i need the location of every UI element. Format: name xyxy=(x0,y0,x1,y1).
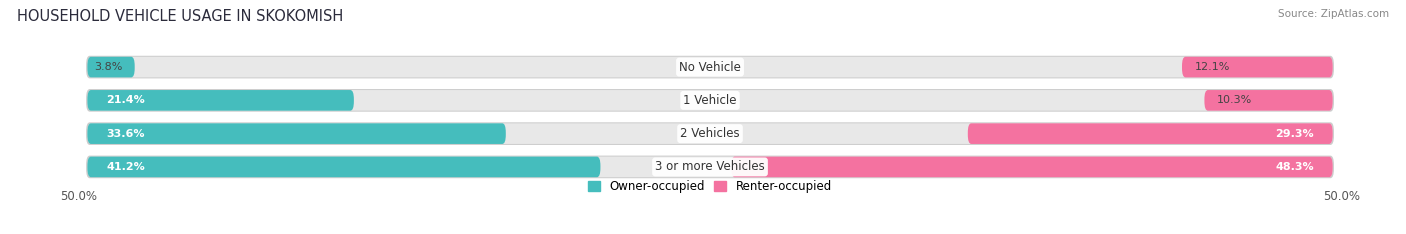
FancyBboxPatch shape xyxy=(967,123,1333,144)
FancyBboxPatch shape xyxy=(87,90,354,111)
FancyBboxPatch shape xyxy=(86,56,1334,78)
Text: 12.1%: 12.1% xyxy=(1195,62,1230,72)
FancyBboxPatch shape xyxy=(87,57,1333,77)
FancyBboxPatch shape xyxy=(87,157,1333,177)
FancyBboxPatch shape xyxy=(1205,90,1333,111)
FancyBboxPatch shape xyxy=(87,123,1333,144)
FancyBboxPatch shape xyxy=(87,157,600,177)
Text: 33.6%: 33.6% xyxy=(105,129,145,139)
Text: 50.0%: 50.0% xyxy=(60,190,97,203)
Legend: Owner-occupied, Renter-occupied: Owner-occupied, Renter-occupied xyxy=(583,176,837,198)
FancyBboxPatch shape xyxy=(87,123,506,144)
Text: 21.4%: 21.4% xyxy=(105,95,145,105)
Text: 1 Vehicle: 1 Vehicle xyxy=(683,94,737,107)
FancyBboxPatch shape xyxy=(731,157,1333,177)
FancyBboxPatch shape xyxy=(1182,57,1333,77)
Text: 41.2%: 41.2% xyxy=(105,162,145,172)
FancyBboxPatch shape xyxy=(87,90,1333,111)
FancyBboxPatch shape xyxy=(87,57,135,77)
Text: 3.8%: 3.8% xyxy=(94,62,122,72)
Text: 10.3%: 10.3% xyxy=(1216,95,1253,105)
Text: 3 or more Vehicles: 3 or more Vehicles xyxy=(655,161,765,173)
Text: 29.3%: 29.3% xyxy=(1275,129,1315,139)
Text: 48.3%: 48.3% xyxy=(1275,162,1315,172)
Text: No Vehicle: No Vehicle xyxy=(679,61,741,73)
FancyBboxPatch shape xyxy=(86,89,1334,112)
Text: 50.0%: 50.0% xyxy=(1323,190,1360,203)
Text: 2 Vehicles: 2 Vehicles xyxy=(681,127,740,140)
FancyBboxPatch shape xyxy=(86,122,1334,145)
Text: HOUSEHOLD VEHICLE USAGE IN SKOKOMISH: HOUSEHOLD VEHICLE USAGE IN SKOKOMISH xyxy=(17,9,343,24)
Text: Source: ZipAtlas.com: Source: ZipAtlas.com xyxy=(1278,9,1389,19)
FancyBboxPatch shape xyxy=(86,156,1334,178)
